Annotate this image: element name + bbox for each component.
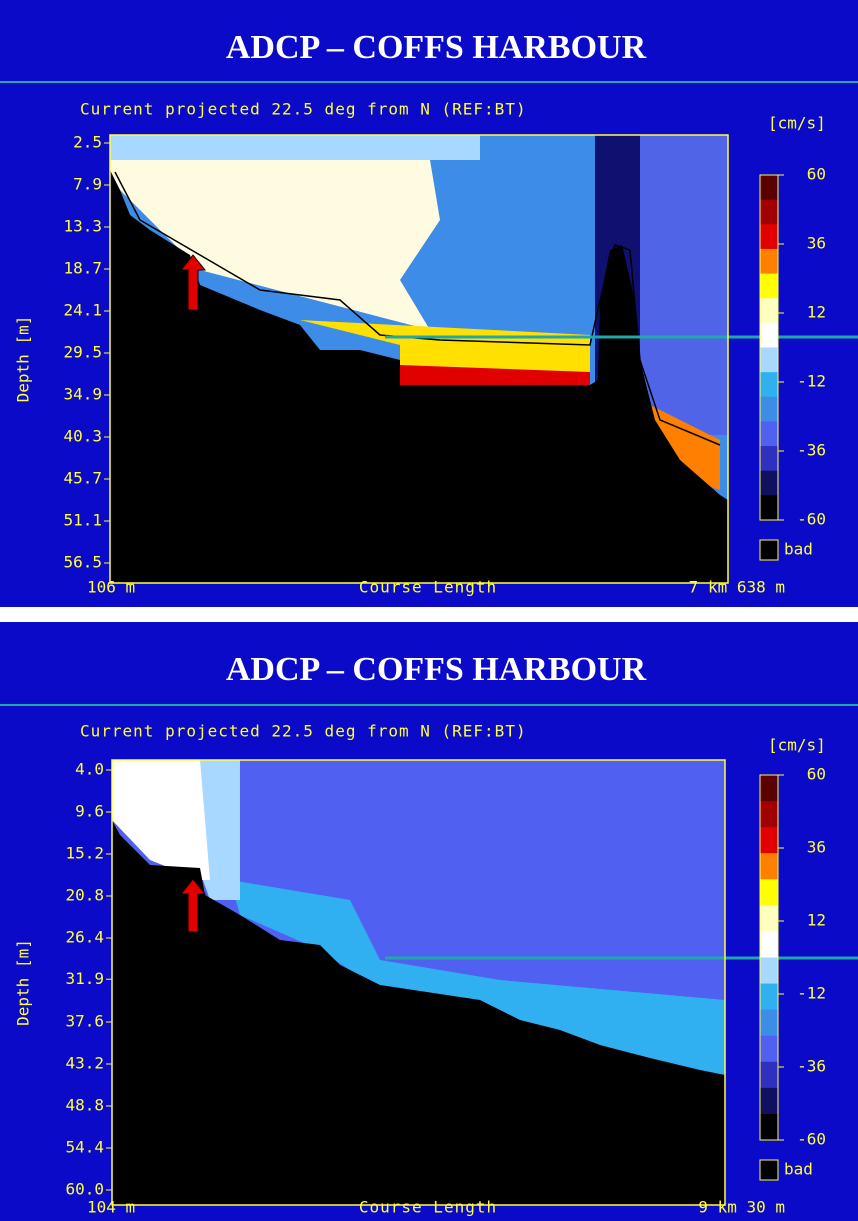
colorbar-band bbox=[760, 248, 778, 275]
y-tick-label: 34.9 bbox=[63, 385, 102, 404]
x-axis-label: Course Length bbox=[359, 578, 497, 597]
colorbar-band bbox=[760, 470, 778, 496]
colorbar-band bbox=[760, 931, 778, 958]
colorbar-band bbox=[760, 1087, 778, 1115]
colorbar-tick-label: 36 bbox=[807, 838, 826, 857]
colorbar-frame bbox=[759, 174, 779, 521]
bad-swatch bbox=[759, 539, 779, 561]
x-start-label: 106 m bbox=[87, 578, 135, 597]
colorbar-tick-label: -60 bbox=[797, 510, 826, 529]
colorbar-band bbox=[760, 396, 778, 422]
colorbar-band bbox=[760, 905, 778, 932]
colorbar-tick-label: 60 bbox=[807, 765, 826, 784]
y-axis-label: Depth [m] bbox=[14, 939, 33, 1026]
water bbox=[400, 365, 590, 388]
bad-label: bad bbox=[784, 540, 813, 559]
water bbox=[230, 880, 725, 1075]
colorbar-band bbox=[760, 322, 778, 348]
bad-swatch bbox=[759, 1159, 779, 1181]
y-tick-label: 60.0 bbox=[65, 1180, 104, 1199]
colorbar-band bbox=[760, 372, 778, 398]
colorbar-tick-label: -36 bbox=[797, 441, 826, 460]
y-tick-label: 9.6 bbox=[75, 802, 104, 821]
chart-title: ADCP – COFFS HARBOUR bbox=[226, 651, 647, 688]
y-axis-label: Depth [m] bbox=[14, 316, 33, 403]
colorbar-band bbox=[760, 298, 778, 324]
y-tick-label: 48.8 bbox=[65, 1096, 104, 1115]
colorbar-tick-label: -12 bbox=[797, 372, 826, 391]
colorbar-tick-label: 60 bbox=[807, 165, 826, 184]
seabed bbox=[112, 820, 725, 1205]
colorbar-tick-label: -60 bbox=[797, 1130, 826, 1149]
colorbar-band bbox=[760, 879, 778, 906]
arrow bbox=[179, 254, 207, 311]
water bbox=[112, 760, 210, 880]
colorbar-label: [cm/s] bbox=[768, 114, 826, 133]
seabed bbox=[110, 170, 728, 583]
colorbar-band bbox=[760, 775, 778, 802]
y-tick-label: 15.2 bbox=[65, 844, 104, 863]
colorbar-band bbox=[760, 827, 778, 854]
y-tick-label: 37.6 bbox=[65, 1012, 104, 1031]
arrow bbox=[179, 878, 207, 933]
frame bbox=[109, 134, 729, 584]
colorbar-tick-label: -36 bbox=[797, 1057, 826, 1076]
y-tick-label: 29.5 bbox=[63, 343, 102, 362]
subtitle: Current projected 22.5 deg from N (REF:B… bbox=[80, 722, 527, 741]
colorbar-tick-label: 36 bbox=[807, 234, 826, 253]
colorbar-band bbox=[760, 801, 778, 828]
colorbar-band bbox=[760, 175, 778, 201]
colorbar-label: [cm/s] bbox=[768, 736, 826, 755]
colorbar-band bbox=[760, 1009, 778, 1037]
y-tick-label: 51.1 bbox=[63, 511, 102, 530]
y-tick-label: 7.9 bbox=[73, 175, 102, 194]
colorbar-band bbox=[760, 957, 778, 985]
colorbar-band bbox=[760, 1061, 778, 1089]
x-axis-label: Course Length bbox=[359, 1198, 497, 1217]
water bbox=[110, 135, 480, 160]
x-end-label: 7 km 638 m bbox=[689, 578, 785, 597]
field bbox=[112, 760, 858, 1205]
y-tick-label: 43.2 bbox=[65, 1054, 104, 1073]
water bbox=[640, 135, 728, 435]
colorbar-band bbox=[760, 199, 778, 225]
colorbar-band bbox=[760, 347, 778, 373]
x-start-label: 104 m bbox=[87, 1198, 135, 1217]
y-tick-label: 31.9 bbox=[65, 969, 104, 988]
frame bbox=[111, 759, 726, 1206]
y-tick-label: 54.4 bbox=[65, 1138, 104, 1157]
y-tick-label: 56.5 bbox=[63, 553, 102, 572]
colorbar-band bbox=[760, 983, 778, 1011]
y-tick-label: 40.3 bbox=[63, 427, 102, 446]
colorbar-band bbox=[760, 1113, 778, 1141]
colorbar-band bbox=[760, 421, 778, 447]
field bbox=[110, 135, 858, 583]
y-tick-label: 2.5 bbox=[73, 133, 102, 152]
y-tick-label: 26.4 bbox=[65, 928, 104, 947]
bad-label: bad bbox=[784, 1160, 813, 1179]
subtitle: Current projected 22.5 deg from N (REF:B… bbox=[80, 100, 527, 119]
colorbar-band bbox=[760, 1035, 778, 1063]
colorbar-band bbox=[760, 273, 778, 299]
bottom-track bbox=[114, 171, 721, 446]
colorbar-tick-label: 12 bbox=[807, 303, 826, 322]
colorbar-band bbox=[760, 446, 778, 472]
colorbar-tick-label: -12 bbox=[797, 984, 826, 1003]
x-end-label: 9 km 30 m bbox=[698, 1198, 785, 1217]
colorbar-band bbox=[760, 853, 778, 880]
chart-title: ADCP – COFFS HARBOUR bbox=[226, 29, 647, 66]
y-tick-label: 4.0 bbox=[75, 760, 104, 779]
y-tick-label: 45.7 bbox=[63, 469, 102, 488]
colorbar-tick-label: 12 bbox=[807, 911, 826, 930]
y-tick-label: 24.1 bbox=[63, 301, 102, 320]
colorbar-band bbox=[760, 495, 778, 521]
water bbox=[110, 160, 440, 330]
y-tick-label: 20.8 bbox=[65, 886, 104, 905]
y-tick-label: 13.3 bbox=[63, 217, 102, 236]
colorbar-frame bbox=[759, 774, 779, 1141]
colorbar-band bbox=[760, 224, 778, 250]
y-tick-label: 18.7 bbox=[63, 259, 102, 278]
